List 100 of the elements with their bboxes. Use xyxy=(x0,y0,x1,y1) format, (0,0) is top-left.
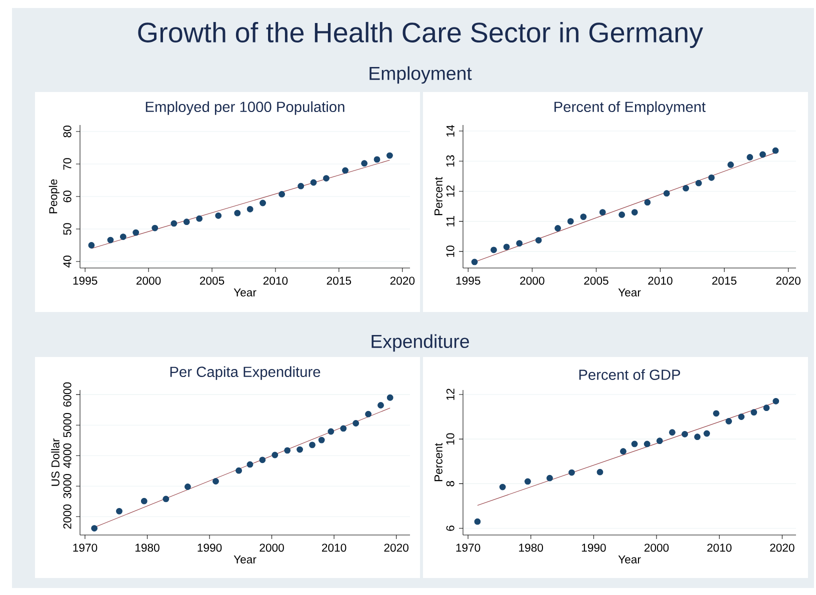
y-tick-label: 13 xyxy=(446,155,454,167)
y-axis-title: Percent xyxy=(434,443,442,482)
point xyxy=(132,229,140,236)
x-tick-label: 2015 xyxy=(712,276,736,285)
point xyxy=(260,200,266,206)
point xyxy=(236,467,242,474)
x-tick-label: 1990 xyxy=(198,544,222,552)
y-tick-label: 12 xyxy=(446,388,454,400)
x-tick-label: 2010 xyxy=(707,544,732,552)
x-tick-label: 2010 xyxy=(263,276,288,285)
y-tick-label: 6 xyxy=(446,526,454,531)
point xyxy=(340,425,347,432)
point xyxy=(310,179,317,186)
x-tick-label: 1995 xyxy=(73,276,98,285)
point xyxy=(152,224,158,232)
point xyxy=(535,237,542,244)
point xyxy=(516,240,523,247)
point xyxy=(162,496,170,502)
y-tick-label: 8 xyxy=(446,481,454,486)
point xyxy=(669,429,676,436)
x-tick-label: 2020 xyxy=(390,276,415,285)
x-tick-label: 1995 xyxy=(456,276,480,285)
x-tick-label: 2005 xyxy=(584,276,608,285)
point xyxy=(644,440,650,448)
x-tick-label: 2015 xyxy=(326,276,352,285)
text: Employment xyxy=(370,66,472,84)
point xyxy=(499,484,506,490)
y-axis-title: People xyxy=(48,179,60,214)
point xyxy=(631,209,638,216)
y-tick-label: 4000 xyxy=(63,443,72,468)
point xyxy=(727,162,734,168)
point xyxy=(365,410,372,418)
point xyxy=(750,409,758,416)
x-tick-label: 2020 xyxy=(384,544,408,552)
point xyxy=(695,180,702,186)
y-tick-label: 11 xyxy=(446,216,454,226)
y-tick-label: 80 xyxy=(63,126,72,138)
point xyxy=(318,436,325,444)
x-axis-title: Year xyxy=(618,556,641,564)
text: Expenditure xyxy=(372,334,469,352)
x-tick-label: 1970 xyxy=(73,544,98,552)
point xyxy=(490,246,497,254)
point xyxy=(599,209,606,216)
y-tick-label: 6000 xyxy=(63,382,72,407)
y-axis-title: Percent xyxy=(434,177,442,216)
point xyxy=(726,418,732,424)
x-tick-label: 2010 xyxy=(322,544,346,552)
point xyxy=(246,461,254,468)
point xyxy=(272,452,278,458)
point xyxy=(212,478,219,484)
y-tick-label: 50 xyxy=(63,223,72,235)
point xyxy=(503,244,510,250)
point xyxy=(772,147,779,154)
x-tick-label: 2000 xyxy=(644,544,669,552)
point xyxy=(738,414,745,420)
point xyxy=(361,160,368,167)
point xyxy=(246,206,254,212)
point xyxy=(474,518,481,525)
y-tick-label: 70 xyxy=(63,158,72,170)
x-tick-label: 2000 xyxy=(136,276,161,285)
x-tick-label: 2000 xyxy=(520,276,544,285)
point xyxy=(763,404,770,412)
point xyxy=(772,398,780,404)
point xyxy=(567,218,574,225)
y-tick-label: 40 xyxy=(63,256,72,268)
point xyxy=(342,167,348,174)
point xyxy=(713,410,720,417)
point xyxy=(546,474,553,482)
point xyxy=(215,212,222,219)
x-tick-label: 1980 xyxy=(519,544,544,552)
point xyxy=(296,446,304,453)
x-tick-label: 2000 xyxy=(260,544,284,552)
point xyxy=(298,182,304,190)
point xyxy=(352,420,360,426)
point xyxy=(284,447,291,454)
point xyxy=(694,434,701,440)
y-tick-label: 2000 xyxy=(63,504,72,529)
x-tick-label: 2010 xyxy=(648,276,672,285)
point xyxy=(746,154,754,160)
y-tick-label: 12 xyxy=(446,185,454,197)
text: Growth of the Health Care Sector in Germany xyxy=(138,22,704,48)
point xyxy=(196,215,203,222)
x-tick-label: 1980 xyxy=(136,544,160,552)
y-tick-label: 10 xyxy=(446,433,454,445)
point xyxy=(374,156,380,163)
x-axis-title: Year xyxy=(234,556,256,564)
point xyxy=(88,242,95,248)
point xyxy=(328,428,334,435)
y-tick-label: 60 xyxy=(63,190,72,202)
point xyxy=(386,152,393,159)
x-tick-label: 1970 xyxy=(456,544,480,552)
point xyxy=(644,199,651,206)
point xyxy=(704,430,710,437)
point xyxy=(554,225,561,232)
point xyxy=(309,442,316,448)
point xyxy=(91,525,98,532)
point xyxy=(116,508,122,514)
y-tick-label: 14 xyxy=(446,125,454,136)
point xyxy=(259,456,266,464)
y-axis-title: US Dollar xyxy=(51,438,60,486)
